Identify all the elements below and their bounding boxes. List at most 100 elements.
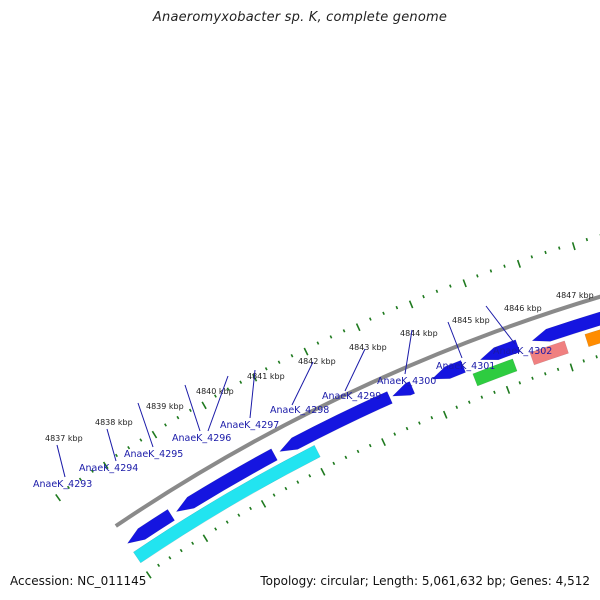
inner-tick [556,367,560,372]
inner-tick [430,416,434,420]
outer-tick [188,408,192,413]
gene-feature [479,339,521,361]
outer-tick [476,274,479,278]
inner-tick [272,493,276,497]
outer-tick [176,415,180,420]
inner-tick [381,438,386,447]
inner-tick [320,467,326,476]
inner-tick [418,421,421,425]
inner-tick [393,432,397,436]
scale-label: 4842 kbp [298,357,336,366]
outer-tick [239,380,243,384]
gene-label[interactable]: AnaeK_4296 [172,433,231,444]
label-leader [106,428,117,462]
outer-tick [329,335,333,339]
outer-tick [369,317,372,321]
inner-tick [595,355,598,359]
inner-tick [296,480,300,484]
gene-label[interactable]: AnaeK_4294 [79,463,138,474]
outer-tick-ring [55,234,600,502]
inner-tick [368,443,372,448]
backbone-arc [114,294,600,528]
inner-tick [202,534,209,543]
outer-tick [435,289,439,293]
gene-label-leaders [56,305,516,478]
outer-tick [355,323,361,332]
gene-feature [133,444,321,564]
outer-tick [290,354,294,358]
gene-label[interactable]: AnaeK_4295 [124,449,183,460]
scale-label: 4840 kbp [196,387,234,396]
label-leader [291,361,314,406]
inner-tick [157,563,161,567]
inner-tick [356,449,360,454]
outer-tick [66,485,70,490]
gene-feature [391,381,416,397]
gene-labels: AnaeK_4293 AnaeK_4294 AnaeK_4295 AnaeK_4… [33,346,552,490]
scale-label: 4838 kbp [95,418,133,427]
gene-label[interactable]: AnaeK_4300 [377,376,436,387]
inner-tick [405,426,409,431]
outer-tick [503,264,506,268]
outer-tick [90,469,94,473]
inner-tick [308,474,312,478]
inner-tick [332,461,336,466]
inner-tick [531,376,534,380]
inner-tick [145,571,152,579]
outer-tick [530,255,534,259]
inner-tick [237,513,241,517]
outer-tick [55,493,62,502]
outer-tick [422,294,425,299]
label-leader [137,402,154,448]
scale-label: 4839 kbp [146,402,184,411]
gene-feature [279,391,393,452]
gene-features [126,311,600,564]
inner-tick-ring [145,355,598,579]
inner-tick [518,381,522,385]
outer-tick [382,311,385,315]
inner-tick [284,486,288,491]
outer-tick [585,237,589,242]
scale-labels: 4837 kbp 4838 kbp 4839 kbp 4840 kbp 4841… [45,291,594,443]
inner-tick [442,410,448,419]
outer-tick [489,269,493,273]
inner-tick [214,527,218,531]
outer-tick [164,423,167,427]
label-leader [249,369,256,419]
outer-tick [544,250,547,255]
inner-tick [582,359,585,363]
gene-label[interactable]: AnaeK_4293 [33,479,92,490]
scale-label: 4847 kbp [556,291,594,300]
outer-tick [408,300,414,309]
inner-tick [168,556,172,560]
outer-tick [214,394,217,398]
gene-feature [126,509,175,544]
inner-tick [260,499,267,508]
inner-tick [493,390,496,394]
gene-label[interactable]: AnaeK_4299 [322,391,381,402]
inner-tick [467,400,471,404]
inner-tick [249,506,252,511]
scale-label: 4845 kbp [452,316,490,325]
gene-feature [531,311,600,342]
inner-tick [344,455,348,460]
outer-tick [115,453,118,458]
outer-tick [342,329,346,333]
gene-label[interactable]: AnaeK_4302 [493,346,552,357]
label-leader [404,329,413,375]
topology-text: Topology: circular; Length: 5,061,632 bp… [260,574,590,588]
gene-label[interactable]: AnaeK_4301 [436,361,495,372]
scale-label: 4841 kbp [247,372,285,381]
outer-tick [226,387,230,391]
label-leader [207,375,229,432]
gene-label[interactable]: AnaeK_4298 [270,405,329,416]
label-leader [56,444,66,478]
outer-tick [516,259,522,268]
gene-label[interactable]: AnaeK_4297 [220,420,279,431]
label-leader [344,348,366,392]
outer-tick [78,477,82,481]
backbone-group [114,294,600,528]
gene-feature [431,360,466,380]
